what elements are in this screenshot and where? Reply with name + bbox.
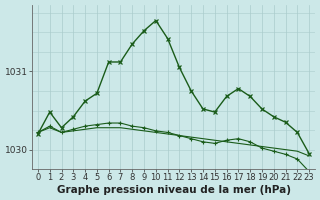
X-axis label: Graphe pression niveau de la mer (hPa): Graphe pression niveau de la mer (hPa)	[57, 185, 291, 195]
